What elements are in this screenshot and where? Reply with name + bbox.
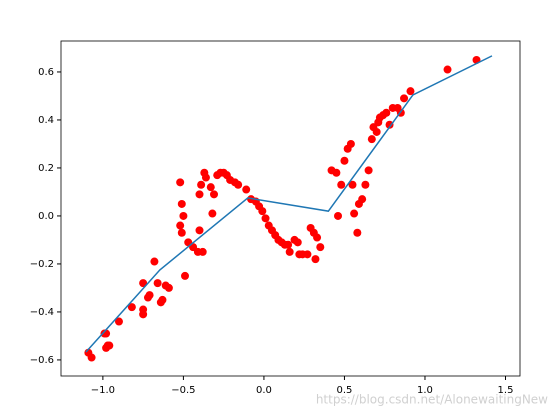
y-tick-label: −0.4	[30, 307, 54, 318]
point	[258, 207, 267, 216]
x-tick-label: −1.0	[91, 385, 115, 396]
point	[197, 180, 206, 189]
x-tick-label: 1.0	[417, 385, 433, 396]
y-tick-label: 0.6	[38, 67, 54, 78]
y-tick-label: −0.6	[30, 355, 54, 366]
point	[400, 94, 409, 103]
point	[293, 238, 302, 247]
point	[105, 341, 114, 350]
point	[210, 190, 218, 199]
point	[382, 108, 391, 117]
point	[195, 190, 204, 199]
point	[350, 209, 359, 218]
y-tick-label: 0.4	[38, 115, 54, 126]
point	[145, 291, 154, 300]
point	[139, 279, 148, 288]
point	[358, 195, 367, 204]
point	[337, 180, 346, 189]
x-tick-label: 0.0	[256, 385, 272, 396]
point	[346, 139, 355, 148]
point	[340, 156, 349, 165]
point	[284, 240, 293, 249]
point	[311, 255, 320, 264]
y-tick-label: 0.2	[38, 163, 54, 174]
line	[85, 55, 493, 353]
x-tick-label: −0.5	[171, 385, 195, 396]
point	[177, 228, 186, 237]
point	[242, 185, 251, 194]
plot-frame	[60, 40, 521, 377]
point	[153, 279, 162, 288]
y-tick-label: 0.0	[38, 211, 54, 222]
point	[367, 135, 376, 144]
point	[164, 283, 173, 292]
point	[179, 211, 188, 220]
point	[364, 166, 373, 175]
point	[150, 257, 159, 266]
point	[303, 250, 312, 259]
point	[198, 247, 207, 256]
point	[443, 65, 452, 74]
point	[332, 168, 341, 177]
point	[234, 180, 243, 189]
point	[361, 180, 370, 189]
point	[313, 233, 322, 242]
point	[176, 221, 185, 230]
y-tick-label: −0.2	[30, 259, 54, 270]
point	[127, 303, 136, 312]
point	[206, 183, 215, 192]
point	[177, 199, 186, 208]
point	[208, 209, 217, 218]
point	[261, 214, 270, 223]
point	[201, 173, 210, 182]
x-tick-label: 1.5	[498, 385, 514, 396]
point	[316, 243, 325, 252]
point	[87, 353, 96, 362]
point	[158, 295, 167, 304]
x-tick-label: 0.5	[336, 385, 352, 396]
point	[348, 180, 357, 189]
point	[139, 305, 148, 314]
point	[176, 178, 185, 187]
point	[114, 317, 123, 326]
point	[385, 120, 394, 129]
point	[353, 228, 362, 237]
point	[406, 87, 415, 96]
point	[372, 127, 381, 136]
watermark: https://blog.csdn.net/AlonewaitingNew	[316, 393, 548, 407]
point	[334, 211, 343, 220]
point	[195, 226, 204, 235]
point	[285, 247, 294, 256]
point	[181, 271, 190, 280]
